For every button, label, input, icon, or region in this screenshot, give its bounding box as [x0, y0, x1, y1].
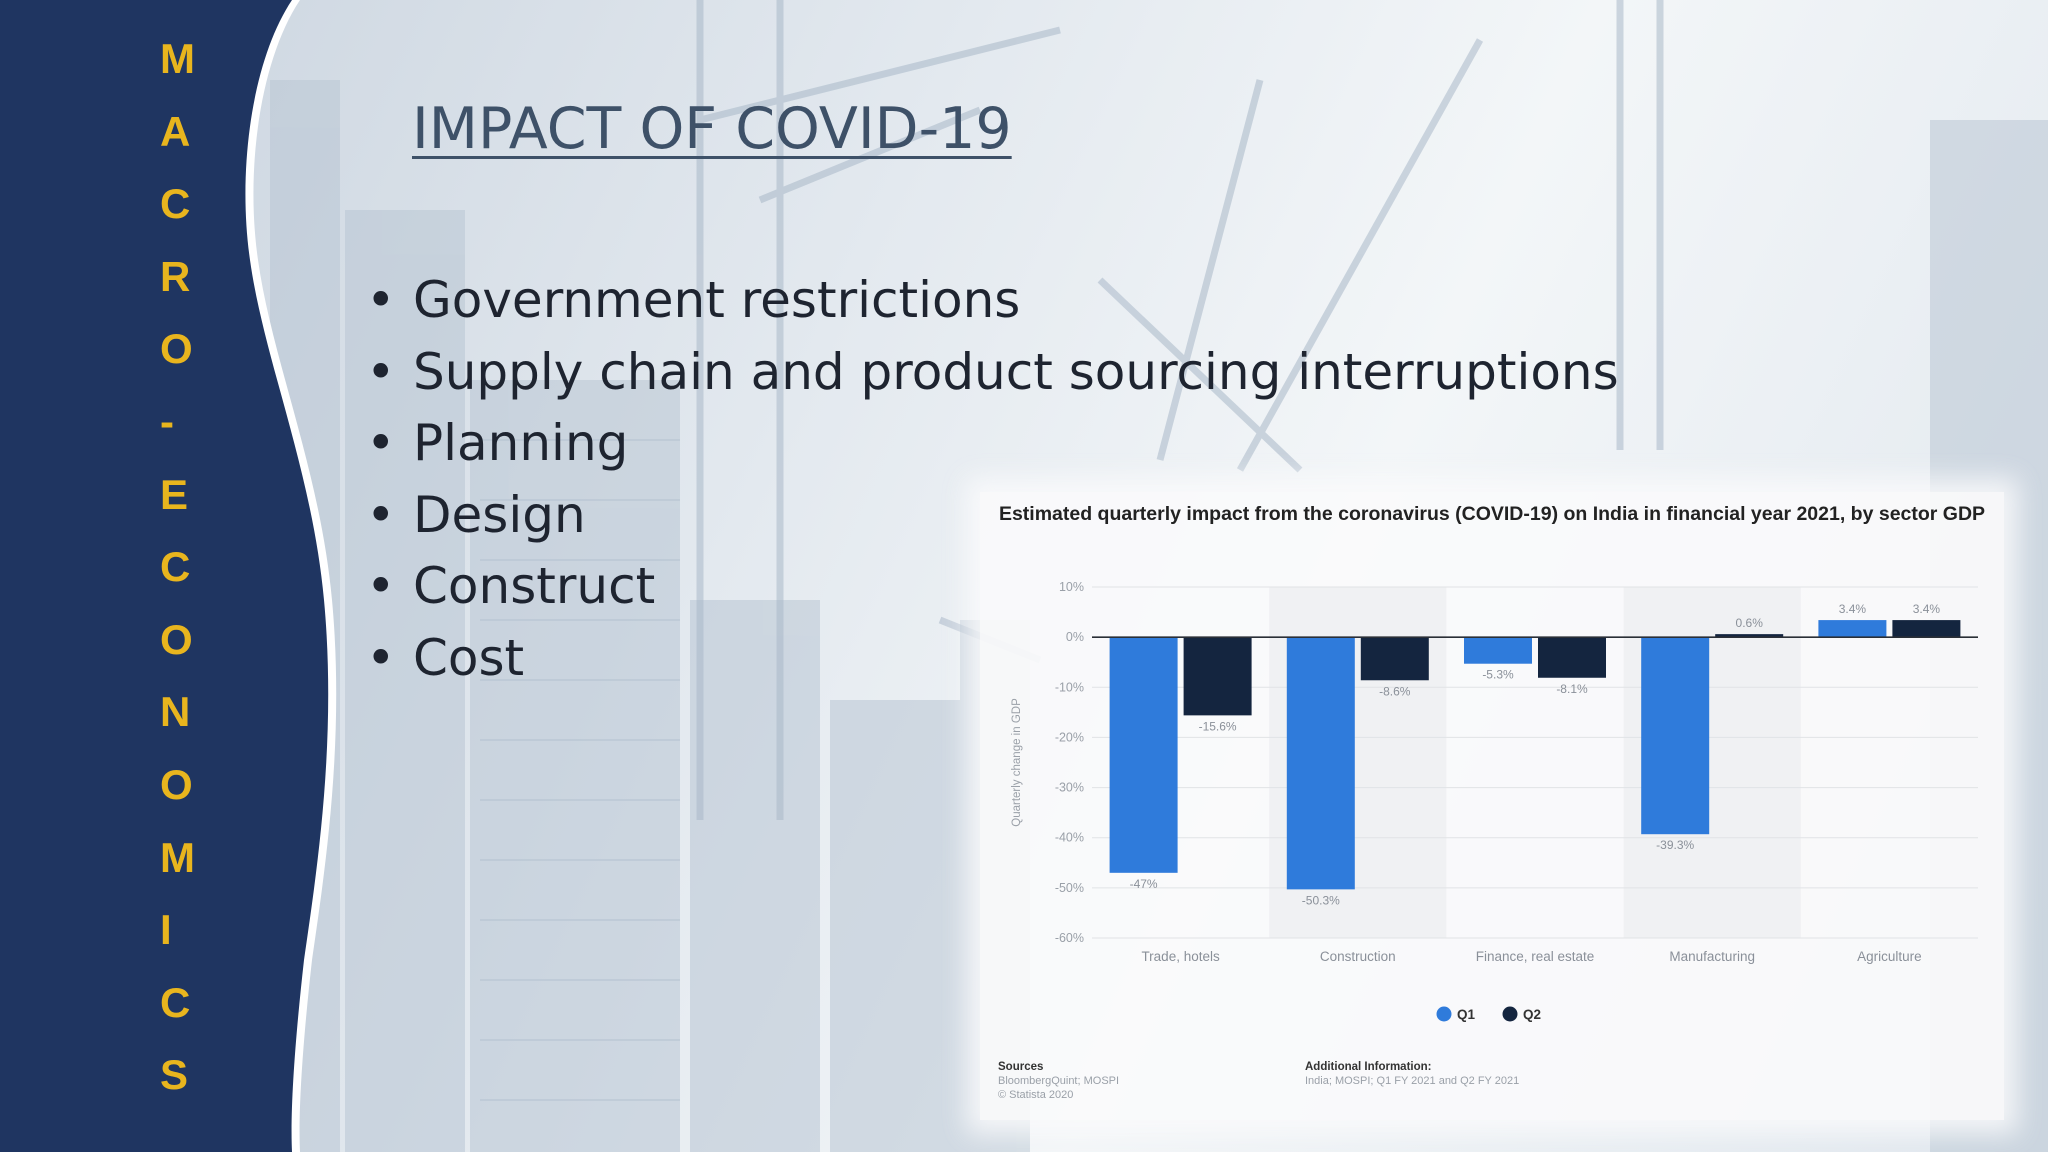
chart-title: Estimated quarterly impact from the coro… — [998, 503, 1986, 525]
bar-chart: 10% 0% -10% -20% -30% -40% -50% -60% Quarterly c… — [1011, 580, 1978, 1022]
y-tick-label: 0% — [1066, 630, 1084, 644]
bullet-item: • Design — [360, 480, 1619, 552]
data-label: -5.3% — [1482, 668, 1514, 682]
legend-label: Q2 — [1523, 1007, 1541, 1022]
data-label: -8.6% — [1379, 684, 1411, 698]
data-label: 3.4% — [1913, 602, 1941, 616]
y-tick-label: -20% — [1055, 730, 1084, 744]
bullet-icon: • — [366, 557, 396, 616]
bar-q2 — [1892, 620, 1961, 638]
additional-info-line: India; MOSPI; Q1 FY 2021 and Q2 FY 2021 — [1305, 1075, 1520, 1087]
bullet-text: Design — [413, 485, 586, 544]
x-tick-label: Trade, hotels — [1141, 949, 1220, 964]
data-label: 3.4% — [1839, 602, 1867, 616]
bullet-item: • Planning — [360, 408, 1619, 480]
bullet-item: • Construct — [360, 551, 1619, 623]
bullet-text: Planning — [413, 414, 629, 473]
data-label: -50.3% — [1302, 893, 1340, 907]
legend-marker-q1 — [1436, 1006, 1452, 1022]
bullet-icon: • — [366, 342, 396, 401]
bar-q1 — [1286, 637, 1355, 890]
bar-q1 — [1109, 637, 1178, 873]
legend-label: Q1 — [1457, 1007, 1476, 1022]
bar-q2 — [1538, 637, 1606, 678]
y-tick-label: 10% — [1059, 580, 1084, 594]
sources-heading: Sources — [998, 1061, 1044, 1073]
data-label: 0.6% — [1736, 616, 1764, 630]
additional-info-block: Additional Information: India; MOSPI; Q1… — [1305, 1060, 1519, 1088]
bullet-item: • Cost — [360, 623, 1619, 695]
bar-q2 — [1715, 634, 1784, 638]
sidebar-panel — [0, 0, 337, 1152]
x-tick-label: Agriculture — [1857, 949, 1922, 964]
slide-title: IMPACT OF COVID-19 — [412, 96, 1012, 162]
x-tick-label: Manufacturing — [1669, 949, 1755, 964]
data-label: -15.6% — [1199, 719, 1237, 733]
bullet-icon: • — [366, 628, 396, 687]
bar-q1 — [1464, 637, 1532, 664]
bar-q2 — [1360, 637, 1429, 681]
legend-marker-q2 — [1502, 1006, 1518, 1022]
bullet-icon: • — [366, 414, 396, 473]
bar-q2 — [1183, 637, 1252, 716]
bullet-text: Supply chain and product sourcing interr… — [413, 342, 1619, 401]
bullet-item: • Supply chain and product sourcing inter… — [360, 337, 1619, 409]
bar-q1 — [1818, 620, 1887, 638]
sidebar-fill — [0, 0, 329, 1152]
data-label: -39.3% — [1656, 838, 1694, 852]
bullet-item: • Government restrictions — [360, 265, 1619, 337]
sources-line: © Statista 2020 — [998, 1089, 1074, 1101]
additional-info-heading: Additional Information: — [1305, 1061, 1432, 1073]
bullet-text: Government restrictions — [413, 271, 1021, 329]
chart-card: Estimated quarterly impact from the coro… — [980, 492, 2004, 1120]
sources-line: BloombergQuint; MOSPI — [998, 1075, 1120, 1087]
bar-q1 — [1641, 637, 1710, 835]
bullet-list: • Government restrictions • Supply chain a… — [360, 265, 1619, 695]
sources-block: Sources BloombergQuint; MOSPI © Statista… — [998, 1060, 1119, 1102]
y-tick-label: -10% — [1055, 680, 1084, 694]
data-label: -8.1% — [1556, 682, 1588, 696]
y-tick-label: -60% — [1055, 931, 1084, 945]
bullet-icon: • — [366, 271, 396, 329]
y-tick-label: -40% — [1055, 831, 1084, 845]
x-tick-label: Construction — [1320, 949, 1396, 964]
x-tick-label: Finance, real estate — [1476, 949, 1595, 964]
data-label: -47% — [1130, 877, 1158, 891]
y-tick-label: -30% — [1055, 781, 1084, 795]
bullet-icon: • — [366, 485, 396, 544]
y-tick-label: -50% — [1055, 881, 1084, 895]
bullet-text: Construct — [413, 557, 656, 616]
y-axis-title: Quarterly change in GDP — [1011, 698, 1023, 827]
bullet-text: Cost — [413, 628, 525, 687]
